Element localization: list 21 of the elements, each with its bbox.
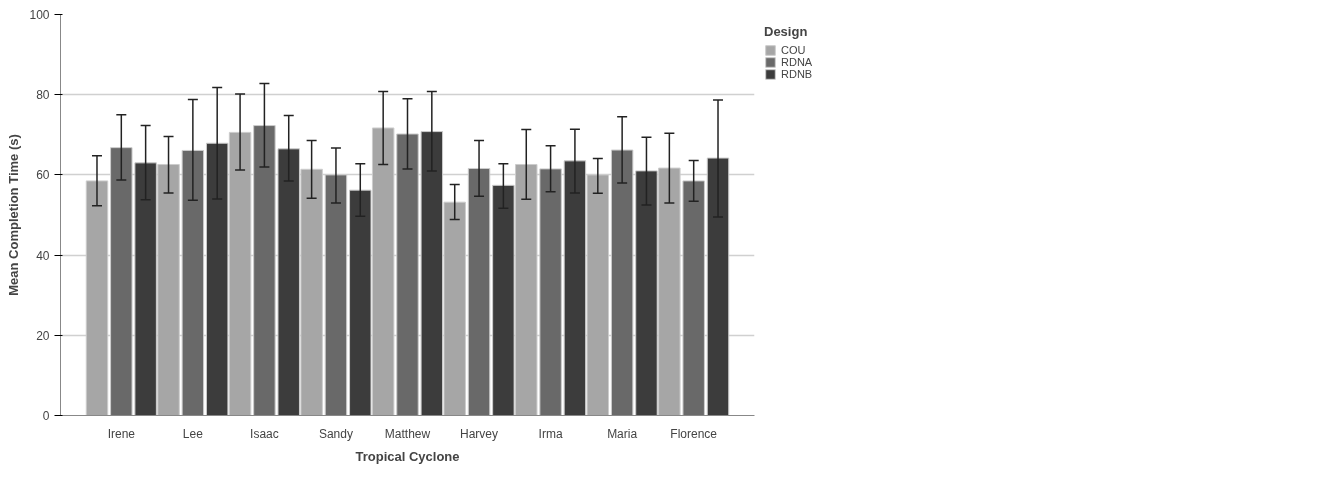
y-tick-label: 20	[36, 328, 50, 343]
x-axis-title: Tropical Cyclone	[355, 448, 460, 464]
legend-label: RDNB	[781, 68, 813, 80]
x-tick-label: Harvey	[460, 426, 499, 441]
x-tick-label: Lee	[182, 426, 204, 441]
y-tick-label: 0	[42, 409, 50, 423]
x-tick-label: Isaac	[250, 426, 279, 441]
x-tick-label: Matthew	[384, 426, 431, 441]
x-tick-label: Irma	[538, 426, 563, 441]
y-axis-title: Mean Completion Time (s)	[6, 134, 22, 296]
x-tick-label: Irene	[107, 426, 136, 441]
y-tick-label: 100	[29, 8, 50, 22]
y-tick-label: 80	[36, 88, 50, 103]
legend-label: RDNA	[781, 56, 813, 68]
y-tick-label: 60	[36, 168, 50, 183]
x-tick-label: Florence	[670, 426, 718, 441]
legend-title: Design	[764, 24, 809, 39]
y-tick-label: 40	[36, 248, 50, 263]
x-tick-label: Maria	[607, 426, 638, 441]
x-tick-label: Sandy	[318, 426, 353, 441]
legend-label: COU	[781, 44, 806, 56]
